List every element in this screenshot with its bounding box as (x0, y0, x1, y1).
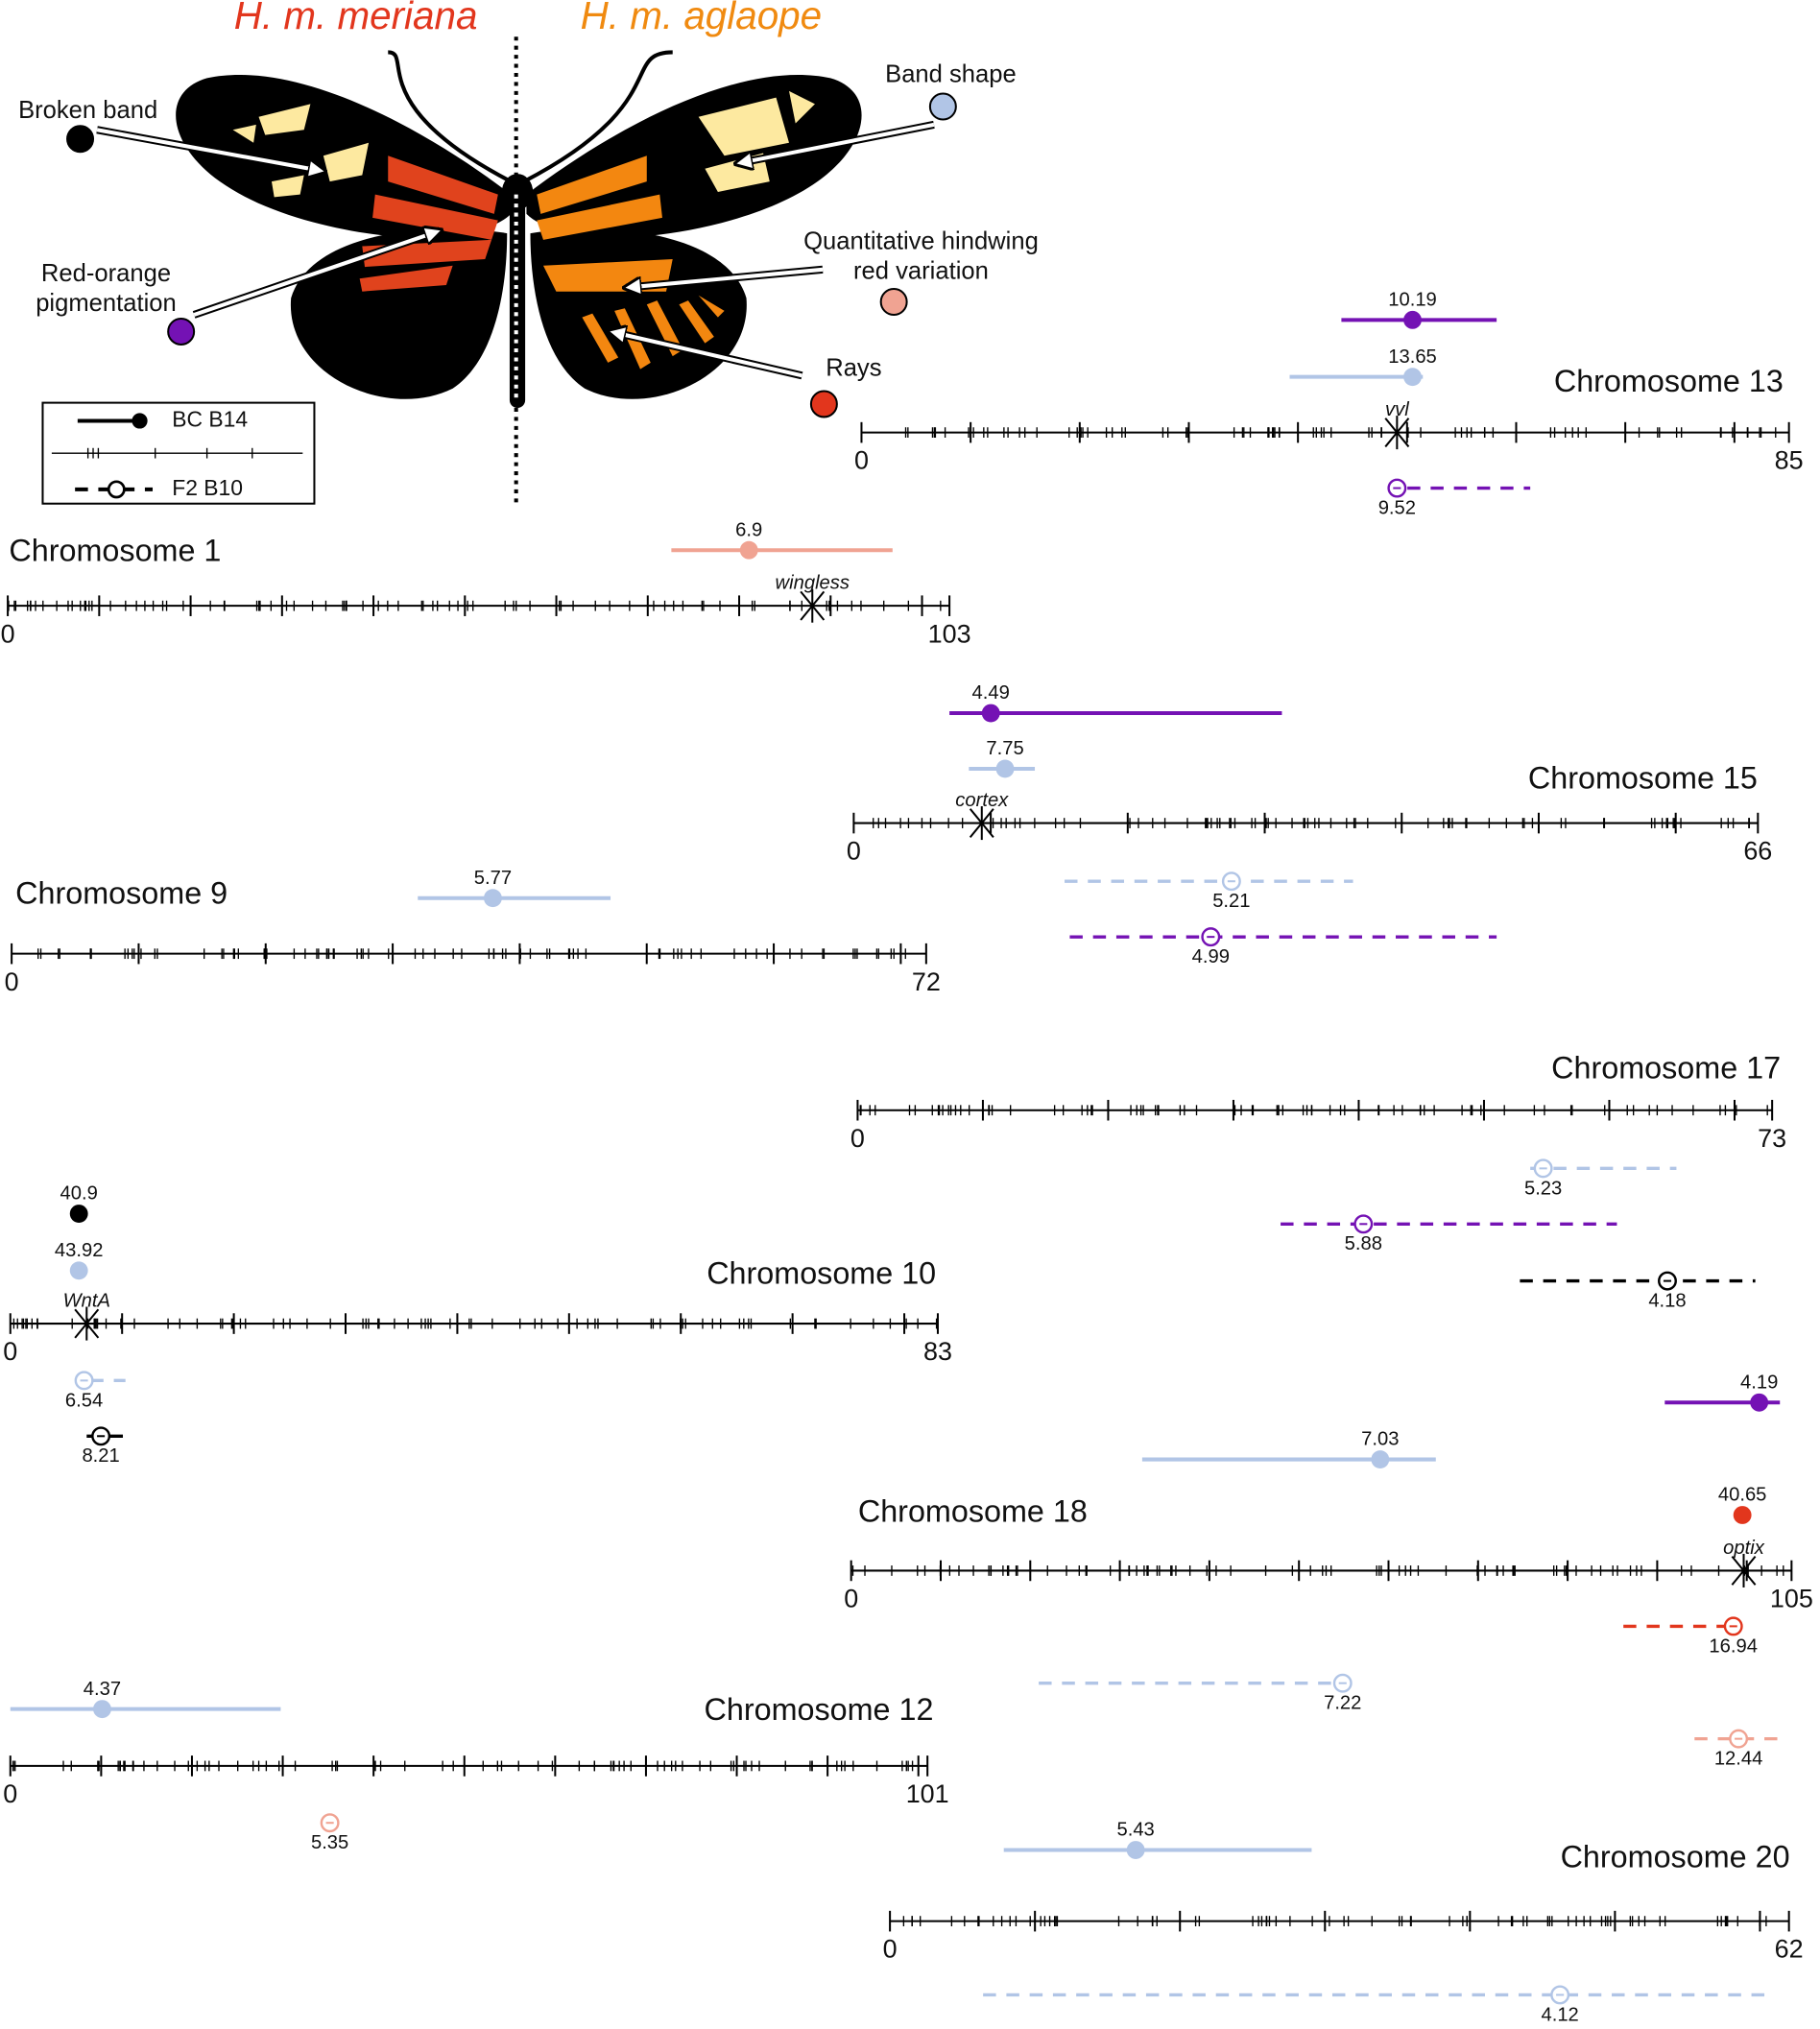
axis-end: 85 (1775, 446, 1804, 475)
qtl-label: 5.43 (1116, 1820, 1154, 1841)
axis-end: 101 (906, 1779, 949, 1808)
axis-start: 0 (847, 837, 861, 866)
axis-start: 0 (883, 1935, 898, 1964)
qtl-peak (1403, 310, 1422, 329)
chromosome-name: Chromosome 9 (15, 876, 228, 911)
axis-start: 0 (5, 967, 19, 996)
trait-label: red variation (853, 257, 989, 284)
title-right: H. m. aglaope (581, 0, 823, 37)
axis-end: 73 (1758, 1124, 1786, 1153)
qtl-label: 7.22 (1324, 1693, 1361, 1714)
qtl-label: 10.19 (1388, 289, 1437, 310)
chromosome-name: Chromosome 12 (705, 1692, 934, 1727)
qtl-label: 43.92 (55, 1240, 104, 1261)
chromosome-name: Chromosome 17 (1551, 1050, 1781, 1085)
axis-end: 62 (1775, 1935, 1804, 1964)
gene-label: WntA (63, 1290, 110, 1311)
legend: BC B14 F2 B10 (41, 401, 316, 505)
axis-start: 0 (854, 446, 869, 475)
trait-label: Red-orange (41, 260, 171, 287)
chromosome-name: Chromosome 20 (1561, 1839, 1790, 1874)
trait-marker (167, 318, 196, 346)
qtl-label: 4.49 (972, 682, 1010, 704)
qtl-peak (483, 889, 502, 908)
axis-start: 0 (3, 1779, 17, 1808)
gene-label: vvl (1385, 399, 1409, 420)
gene-label: optix (1723, 1538, 1765, 1559)
gene-label: cortex (955, 790, 1009, 811)
axis-end: 83 (923, 1337, 952, 1366)
qtl-peak (69, 1205, 88, 1223)
qtl-label: 4.37 (84, 1679, 121, 1700)
qtl-peak (1733, 1506, 1752, 1524)
chromosome-name: Chromosome 15 (1528, 761, 1758, 796)
qtl-label: 4.12 (1541, 2004, 1578, 2025)
legend-bc: BC B14 (172, 407, 248, 432)
axis-start: 0 (850, 1124, 865, 1153)
trait-label: pigmentation (36, 290, 177, 317)
trait-marker (879, 288, 908, 316)
qtl-peak (1371, 1450, 1390, 1468)
gene-label: wingless (776, 573, 850, 594)
chromosome-name: Chromosome 13 (1554, 364, 1784, 398)
trait-label: Rays (826, 354, 881, 381)
butterfly (96, 36, 935, 506)
qtl-label: 5.77 (474, 868, 512, 889)
axis-end: 103 (928, 619, 971, 648)
qtl-label: 4.99 (1192, 946, 1230, 967)
qtl-peak (1750, 1393, 1769, 1412)
qtl-peak (981, 704, 1000, 723)
qtl-label: 9.52 (1378, 497, 1416, 518)
trait-label: Broken band (18, 97, 157, 124)
qtl-label: 8.21 (82, 1445, 119, 1467)
qtl-peak (739, 540, 758, 560)
axis-end: 66 (1743, 837, 1772, 866)
chromosome-name: Chromosome 18 (858, 1494, 1088, 1529)
axis-end: 72 (912, 967, 941, 996)
legend-f2: F2 B10 (172, 475, 243, 500)
qtl-label: 16.94 (1709, 1635, 1758, 1657)
qtl-peak (995, 759, 1015, 778)
axis-start: 0 (1, 619, 15, 648)
qtl-peak (1126, 1841, 1145, 1859)
trait-label: Band shape (885, 60, 1017, 87)
qtl-label: 7.75 (986, 738, 1023, 759)
chromosome-name: Chromosome 10 (706, 1256, 936, 1291)
chromosome-name: Chromosome 1 (9, 533, 221, 567)
qtl-label: 40.65 (1718, 1485, 1767, 1506)
qtl-label: 5.88 (1345, 1233, 1382, 1254)
qtl-label: 5.23 (1524, 1178, 1562, 1199)
trait-marker (66, 125, 95, 154)
qtl-label: 13.65 (1388, 346, 1437, 368)
qtl-label: 5.21 (1212, 891, 1250, 912)
qtl-label: 4.19 (1740, 1372, 1778, 1393)
qtl-label: 40.9 (60, 1183, 98, 1205)
axis-start: 0 (3, 1337, 17, 1366)
qtl-label: 6.9 (735, 519, 762, 540)
qtl-label: 7.03 (1361, 1429, 1399, 1450)
qtl-label: 6.54 (65, 1390, 103, 1411)
trait-label: Quantitative hindwing (803, 227, 1039, 254)
title-left: H. m. meriana (234, 0, 478, 37)
qtl-label: 12.44 (1714, 1749, 1763, 1770)
qtl-label: 4.18 (1648, 1290, 1686, 1311)
qtl-peak (93, 1700, 111, 1719)
qtl-label: 5.35 (311, 1832, 348, 1853)
trait-marker (809, 390, 838, 418)
qtl-peak (69, 1261, 88, 1280)
qtl-peak (1403, 368, 1422, 387)
trait-marker (928, 92, 957, 121)
axis-start: 0 (844, 1585, 858, 1613)
axis-end: 105 (1770, 1585, 1813, 1613)
